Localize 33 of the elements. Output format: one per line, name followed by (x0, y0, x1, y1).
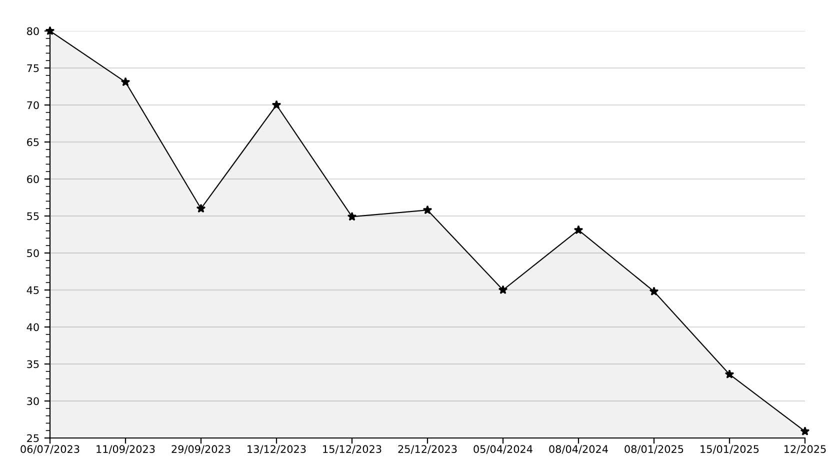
y-tick-label: 45 (26, 286, 39, 294)
x-tick-label: 12/2025 (784, 445, 826, 454)
y-tick-label: 30 (27, 397, 39, 406)
point (347, 212, 357, 221)
x-tick-label: 11/09/2023 (96, 445, 155, 454)
point (196, 204, 206, 213)
y-tick-label: 75 (27, 64, 39, 72)
y-tick-label: 40 (26, 323, 39, 332)
point (120, 77, 130, 86)
x-tick-label: 13/12/2023 (248, 445, 306, 454)
y-tick-label: 25 (27, 434, 39, 442)
y-tick-label: 80 (27, 27, 39, 36)
point (800, 426, 810, 436)
y-tick-label: 70 (27, 101, 39, 110)
point (272, 100, 282, 110)
point (498, 285, 508, 294)
x-tick-label: 29/09/2023 (172, 445, 230, 454)
x-tick-label: 06/07/2023 (20, 445, 80, 454)
y-tick-label: 35 (27, 360, 39, 368)
y-tick-label: 65 (27, 138, 39, 146)
x-tick-label: 25/12/2023 (398, 445, 457, 454)
x-tick-label: 08/04/2024 (549, 445, 608, 454)
y-tick-label: 60 (27, 175, 39, 184)
point (574, 225, 584, 234)
point (724, 370, 734, 378)
x-tick-label: 15/01/2025 (700, 445, 759, 454)
x-tick-label: 05/04/2024 (474, 445, 532, 454)
point (422, 205, 432, 214)
x-tick-label: 08/01/2025 (624, 445, 684, 454)
y-tick-label: 55 (27, 212, 39, 220)
y-tick-label: 50 (27, 249, 39, 258)
point (649, 286, 659, 296)
x-tick-label: 15/12/2023 (323, 445, 382, 454)
